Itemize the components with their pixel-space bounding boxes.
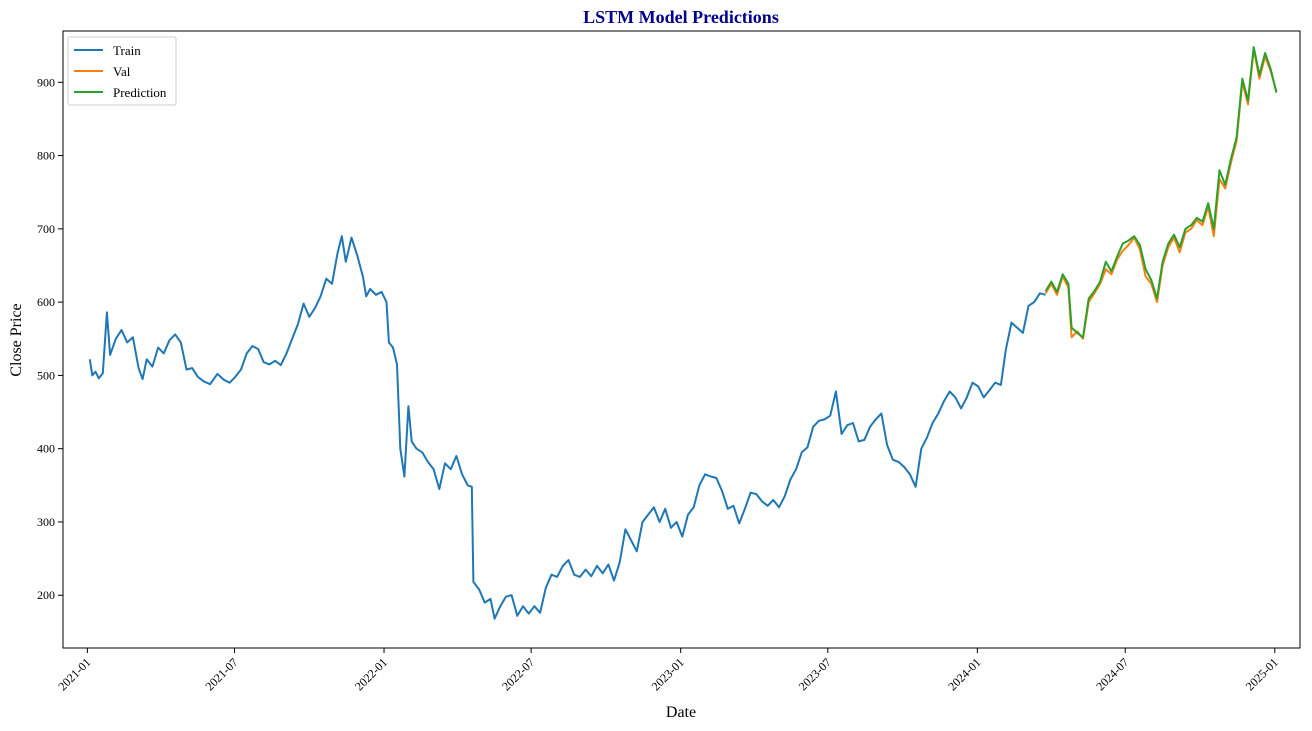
chart-title: LSTM Model Predictions bbox=[583, 7, 779, 27]
x-axis-label: Date bbox=[666, 704, 696, 721]
legend-label-train: Train bbox=[113, 43, 141, 58]
y-axis-label: Close Price bbox=[8, 303, 25, 376]
y-axis: 200 300 400 500 600 700 800 900 bbox=[37, 75, 63, 602]
legend-label-val: Val bbox=[113, 64, 131, 79]
series-line-train bbox=[88, 235, 1046, 620]
series-line-prediction bbox=[1044, 46, 1278, 339]
y-tick-label: 300 bbox=[37, 515, 55, 529]
y-tick-label: 900 bbox=[37, 75, 55, 89]
x-tick-label: 2024-07 bbox=[1093, 655, 1131, 693]
y-tick-label: 200 bbox=[37, 588, 55, 602]
x-axis: 2021-01 2021-07 2022-01 2022-07 2023-01 2023-… bbox=[55, 648, 1281, 693]
legend: Train Val Prediction bbox=[67, 36, 177, 106]
x-tick-label: 2022-07 bbox=[499, 655, 537, 693]
x-tick-label: 2023-07 bbox=[796, 655, 834, 693]
series-layer bbox=[88, 46, 1278, 620]
x-tick-label: 2024-01 bbox=[945, 655, 983, 693]
y-tick-label: 500 bbox=[37, 368, 55, 382]
x-tick-label: 2023-01 bbox=[649, 655, 687, 693]
legend-box bbox=[67, 36, 177, 106]
plot-area bbox=[62, 30, 1301, 649]
y-tick-label: 600 bbox=[37, 295, 55, 309]
y-tick-label: 800 bbox=[37, 149, 55, 163]
x-tick-label: 2022-01 bbox=[352, 655, 390, 693]
y-tick-label: 700 bbox=[37, 222, 55, 236]
x-tick-label: 2025-01 bbox=[1243, 655, 1281, 693]
y-tick-label: 400 bbox=[37, 442, 55, 456]
x-tick-label: 2021-07 bbox=[202, 655, 240, 693]
x-tick-label: 2021-01 bbox=[55, 655, 93, 693]
legend-label-prediction: Prediction bbox=[113, 85, 167, 100]
